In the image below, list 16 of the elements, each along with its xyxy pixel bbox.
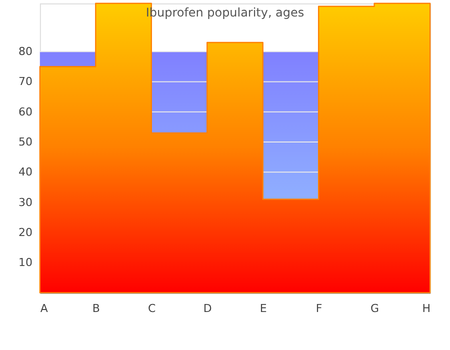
x-tick-label: F [316,302,322,316]
y-tick-label: 30 [18,196,32,209]
y-tick-label: 60 [18,105,32,118]
x-tick-label: D [203,302,212,316]
x-tick-label: H [422,302,431,316]
x-tick-label: G [370,302,380,316]
y-tick-label: 10 [18,256,32,270]
x-tick-label: A [40,302,48,316]
x-tick-label: C [148,302,156,316]
y-tick-label: 50 [18,135,32,148]
y-tick-label: 20 [18,226,32,239]
x-tick-label: B [92,302,100,316]
y-tick-label: 40 [18,166,32,179]
y-tick-label: 80 [18,45,32,58]
y-tick-label: 70 [18,75,32,88]
x-tick-label: E [260,302,267,316]
